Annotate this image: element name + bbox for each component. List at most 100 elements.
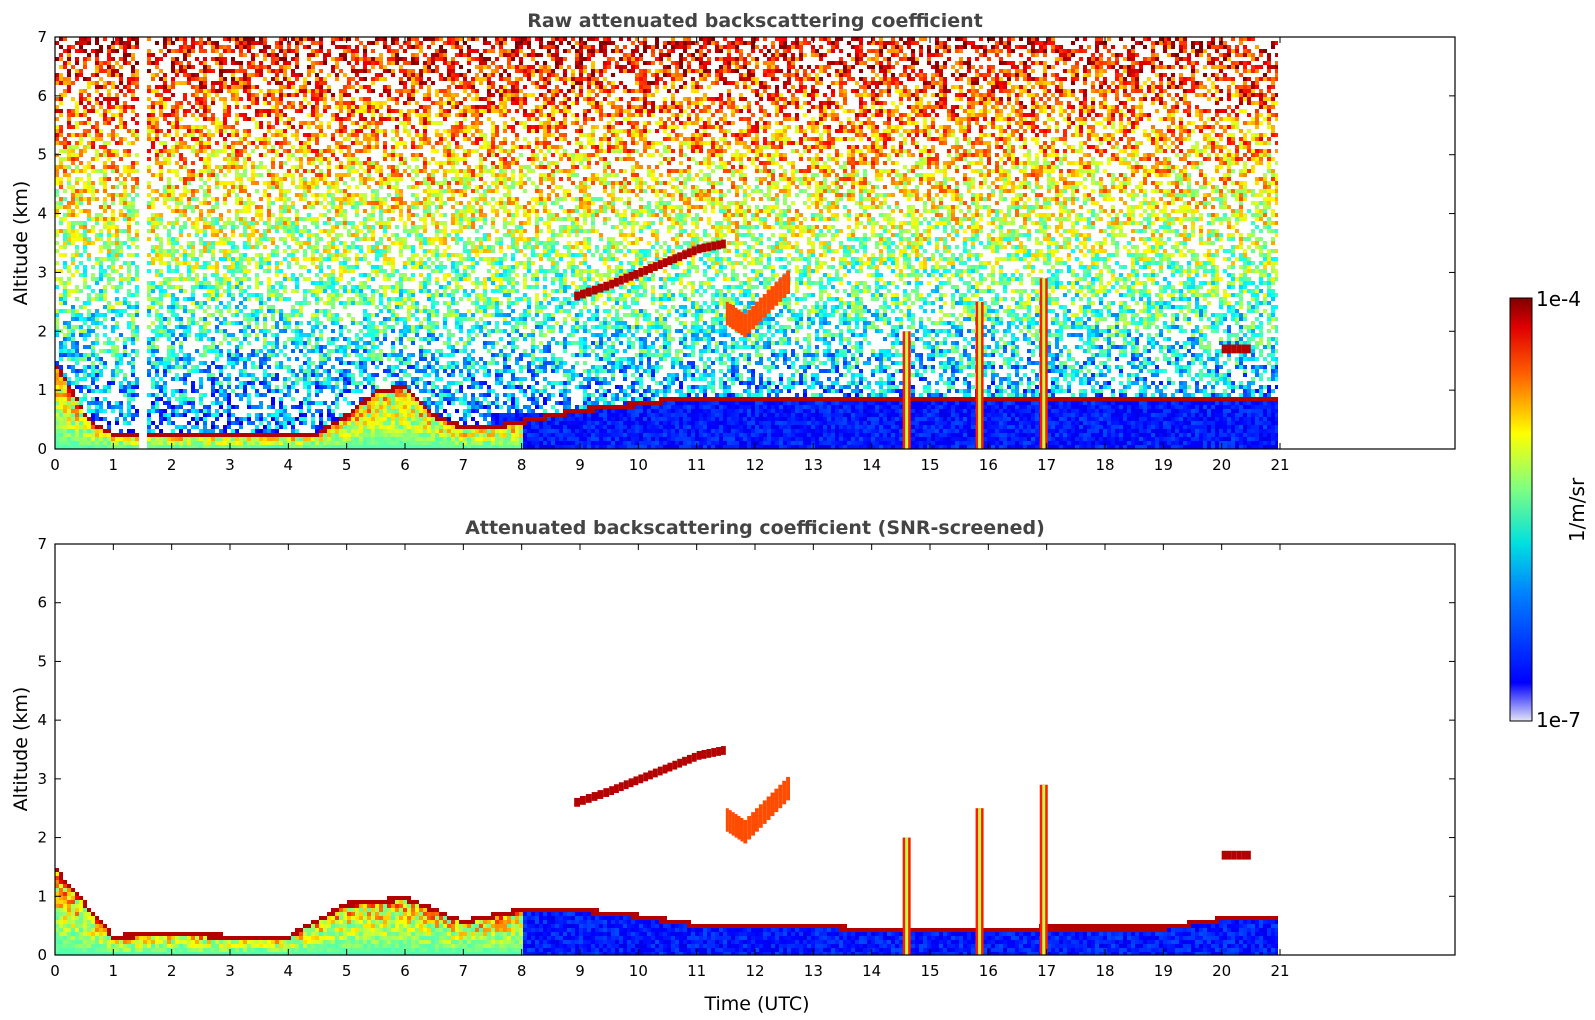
heatmap-cell (291, 349, 295, 353)
heatmap-cell (227, 221, 231, 225)
heatmap-cell (371, 357, 375, 361)
heatmap-cell (355, 193, 359, 197)
heatmap-cell (311, 65, 315, 69)
heatmap-cell (319, 253, 323, 257)
heatmap-cell (83, 265, 87, 269)
heatmap-cell (107, 81, 111, 85)
heatmap-cell (135, 309, 139, 313)
heatmap-cell (247, 381, 251, 385)
heatmap-cell (367, 409, 371, 413)
heatmap-cell (251, 441, 255, 445)
heatmap-cell (91, 141, 95, 145)
heatmap-cell (111, 405, 115, 409)
heatmap-cell (75, 49, 79, 53)
heatmap-cell (347, 381, 351, 385)
heatmap-cell (55, 177, 59, 181)
heatmap-cell (171, 113, 175, 117)
heatmap-cell (155, 73, 159, 77)
heatmap-cell (387, 245, 391, 249)
heatmap-cell (227, 285, 231, 289)
heatmap-cell (279, 109, 283, 113)
heatmap-cell (103, 445, 107, 449)
heatmap-cell (315, 433, 319, 437)
raw-heatmap (55, 37, 1278, 449)
heatmap-cell (151, 245, 155, 249)
heatmap-cell (215, 277, 219, 281)
heatmap-cell (259, 241, 263, 245)
heatmap-cell (239, 397, 243, 401)
heatmap-cell (259, 41, 263, 45)
heatmap-cell (391, 217, 395, 221)
heatmap-cell (343, 105, 347, 109)
heatmap-cell (175, 197, 179, 201)
heatmap-cell (355, 405, 359, 409)
heatmap-cell (135, 265, 139, 269)
heatmap-cell (347, 265, 351, 269)
heatmap-cell (123, 385, 127, 389)
heatmap-cell (203, 73, 207, 77)
heatmap-cell (151, 361, 155, 365)
heatmap-cell (387, 285, 391, 289)
heatmap-cell (319, 49, 323, 53)
heatmap-cell (115, 153, 119, 157)
heatmap-cell (135, 445, 139, 449)
heatmap-cell (303, 185, 307, 189)
heatmap-cell (215, 197, 219, 201)
heatmap-cell (195, 265, 199, 269)
heatmap-cell (275, 181, 279, 185)
heatmap-cell (355, 45, 359, 49)
heatmap-cell (207, 89, 211, 93)
heatmap-cell (135, 441, 139, 445)
heatmap-cell (383, 293, 387, 297)
heatmap-cell (343, 153, 347, 157)
heatmap-cell (315, 221, 319, 225)
heatmap-cell (107, 241, 111, 245)
heatmap-cell (75, 109, 79, 113)
heatmap-cell (207, 117, 211, 121)
heatmap-cell (147, 129, 151, 133)
heatmap-cell (371, 389, 375, 393)
heatmap-cell (255, 321, 259, 325)
heatmap-cell (163, 193, 167, 197)
heatmap-cell (295, 57, 299, 61)
heatmap-cell (319, 389, 323, 393)
heatmap-cell (391, 365, 395, 369)
heatmap-cell (331, 193, 335, 197)
heatmap-cell (71, 257, 75, 261)
heatmap-cell (391, 381, 395, 385)
heatmap-cell (295, 333, 299, 337)
heatmap-cell (171, 345, 175, 349)
heatmap-cell (363, 117, 367, 121)
heatmap-cell (67, 409, 71, 413)
heatmap-cell (223, 305, 227, 309)
heatmap-cell (175, 377, 179, 381)
heatmap-cell (55, 397, 59, 401)
heatmap-cell (167, 193, 171, 197)
heatmap-cell (371, 337, 375, 341)
heatmap-cell (303, 333, 307, 337)
heatmap-cell (379, 361, 383, 365)
heatmap-cell (355, 353, 359, 357)
heatmap-cell (223, 129, 227, 133)
heatmap-cell (295, 337, 299, 341)
heatmap-cell (171, 81, 175, 85)
heatmap-cell (111, 85, 115, 89)
heatmap-cell (283, 205, 287, 209)
heatmap-cell (211, 445, 215, 449)
heatmap-cell (343, 261, 347, 265)
heatmap-cell (291, 85, 295, 89)
heatmap-cell (231, 389, 235, 393)
heatmap-cell (319, 349, 323, 353)
heatmap-cell (219, 437, 223, 441)
heatmap-cell (63, 173, 67, 177)
heatmap-cell (267, 225, 271, 229)
heatmap-cell (295, 309, 299, 313)
heatmap-cell (119, 385, 123, 389)
heatmap-cell (171, 209, 175, 213)
heatmap-cell (303, 97, 307, 101)
heatmap-cell (147, 133, 151, 137)
heatmap-cell (251, 117, 255, 121)
heatmap-cell (307, 125, 311, 129)
heatmap-cell (311, 41, 315, 45)
heatmap-cell (255, 325, 259, 329)
